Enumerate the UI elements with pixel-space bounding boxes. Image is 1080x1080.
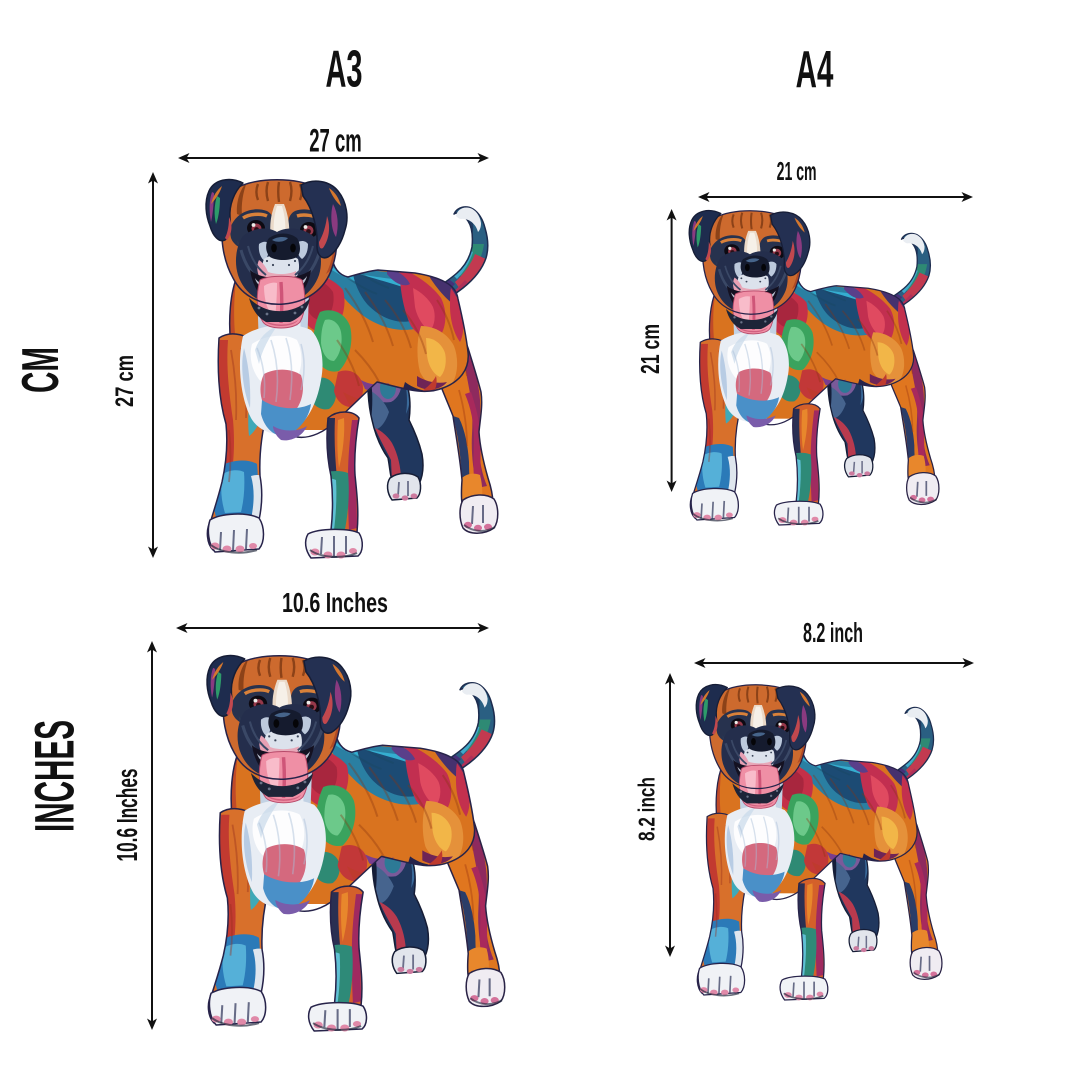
svg-text:INCHES: INCHES [23, 720, 86, 832]
svg-text:21 cm: 21 cm [777, 156, 817, 186]
svg-text:A3: A3 [326, 41, 363, 99]
svg-text:10.6 Inches: 10.6 Inches [282, 587, 388, 618]
svg-text:10.6 Inches: 10.6 Inches [112, 769, 144, 862]
svg-text:8.2 inch: 8.2 inch [803, 617, 863, 648]
svg-text:27 cm: 27 cm [111, 355, 139, 407]
svg-text:CM: CM [12, 347, 70, 393]
svg-text:A4: A4 [796, 41, 834, 99]
svg-text:21 cm: 21 cm [635, 324, 665, 374]
svg-text:8.2 inch: 8.2 inch [634, 777, 660, 841]
svg-text:27 cm: 27 cm [309, 123, 362, 159]
